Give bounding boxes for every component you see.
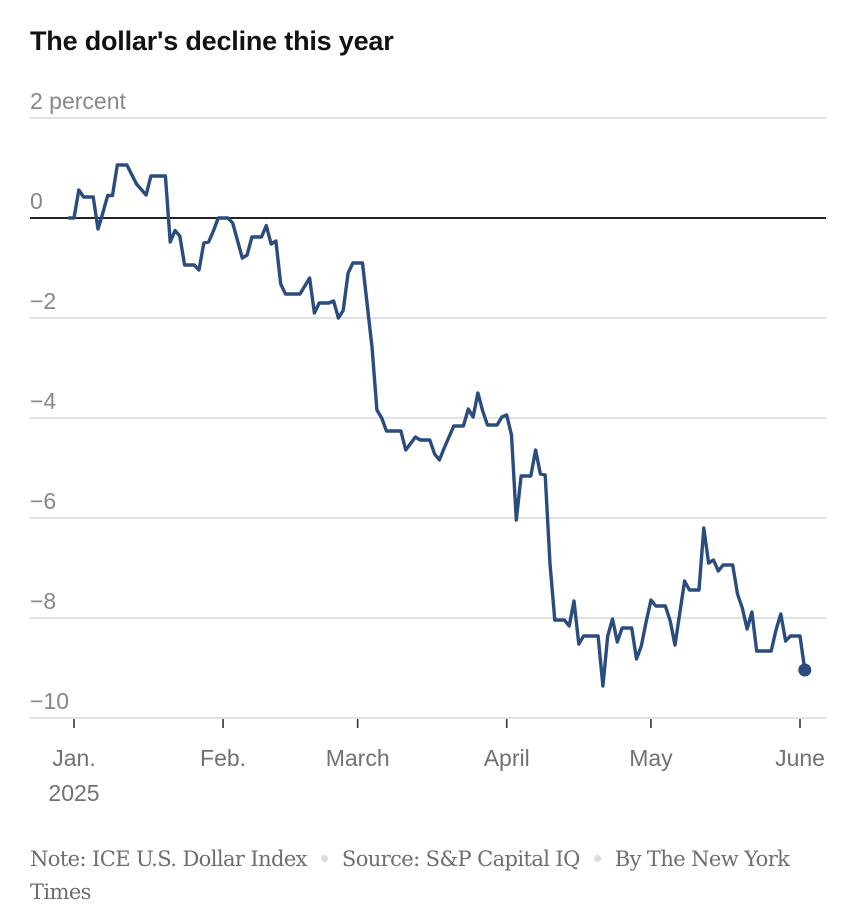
x-tick-label: April bbox=[484, 745, 530, 771]
x-axis: Jan. 2025 Feb. March April May June bbox=[48, 719, 825, 806]
y-tick-label: −10 bbox=[30, 688, 69, 714]
gridlines bbox=[30, 117, 826, 719]
y-tick-label: −4 bbox=[30, 388, 56, 414]
y-tick-label: 2 percent bbox=[30, 88, 127, 114]
x-tick-label: Feb. bbox=[200, 745, 246, 771]
series-line bbox=[67, 163, 807, 688]
y-tick-label: −2 bbox=[30, 288, 56, 314]
endpoint-marker bbox=[798, 663, 812, 677]
separator-dot bbox=[320, 855, 328, 862]
x-tick-label: June bbox=[775, 745, 825, 771]
y-tick-label: −6 bbox=[30, 488, 56, 514]
x-tick-label: March bbox=[326, 745, 390, 771]
x-tick-sublabel: 2025 bbox=[48, 780, 99, 806]
x-tick-label: Jan. bbox=[52, 745, 95, 771]
y-tick-label: 0 bbox=[30, 188, 43, 214]
x-tick-label: May bbox=[629, 745, 673, 771]
chart-title: The dollar's decline this year bbox=[30, 26, 394, 56]
footer-byline: By The New York Times bbox=[30, 847, 790, 904]
separator-dot bbox=[593, 855, 601, 862]
footer-source: Source: S&P Capital IQ bbox=[341, 847, 580, 871]
y-tick-label: −8 bbox=[30, 588, 56, 614]
chart-footer: Note: ICE U.S. Dollar Index Source: S&P C… bbox=[30, 843, 830, 909]
footer-note: Note: ICE U.S. Dollar Index bbox=[30, 847, 308, 871]
series-layer bbox=[67, 163, 812, 688]
y-axis-labels: 2 percent 0 −2 −4 −6 −8 −10 bbox=[30, 88, 127, 714]
line-chart: 2 percent 0 −2 −4 −6 −8 −10 Jan. 2025 Feb. March A… bbox=[30, 88, 826, 806]
